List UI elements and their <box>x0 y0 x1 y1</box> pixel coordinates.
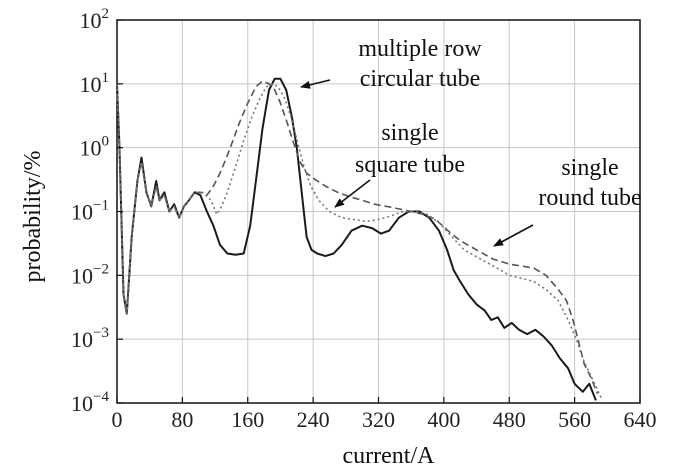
x-tick-label: 480 <box>493 407 526 432</box>
annotation-round: single round tube <box>538 155 641 211</box>
series-line-square <box>116 80 599 394</box>
x-tick-label: 640 <box>624 407 657 432</box>
y-tick-label: 10−1 <box>71 198 109 225</box>
annotations: multiple row circular tube single square tu… <box>300 36 642 247</box>
annotation-square: single square tube <box>355 120 465 178</box>
y-axis-label: probability/% <box>20 151 46 283</box>
series-line-multiple <box>116 77 597 401</box>
x-tick-label: 80 <box>171 407 193 432</box>
x-axis-label: current/A <box>343 443 436 469</box>
series-line-round <box>116 83 604 401</box>
y-tick-label: 101 <box>80 70 110 97</box>
annotation-arrow-square <box>334 179 371 208</box>
y-tick-label: 10−3 <box>71 325 109 352</box>
y-tick-label: 102 <box>80 6 110 33</box>
annotation-arrow-round <box>493 224 534 247</box>
x-tick-label: 160 <box>231 407 264 432</box>
y-axis-ticks: 10−4 10−3 10−2 10−1 100 101 102 <box>71 6 123 416</box>
x-tick-label: 400 <box>427 407 460 432</box>
series-group <box>116 77 604 401</box>
y-tick-label: 10−2 <box>71 261 109 288</box>
x-axis-ticks: 0 80 160 240 320 400 480 560 640 <box>112 397 657 432</box>
annotation-multiple: multiple row circular tube <box>358 36 482 92</box>
x-tick-label: 320 <box>362 407 395 432</box>
x-tick-label: 240 <box>297 407 330 432</box>
x-tick-label: 0 <box>112 407 123 432</box>
annotation-arrow-multiple <box>300 79 331 89</box>
y-tick-label: 10−4 <box>71 389 109 416</box>
y-tick-label: 100 <box>80 134 110 161</box>
x-tick-label: 560 <box>558 407 591 432</box>
